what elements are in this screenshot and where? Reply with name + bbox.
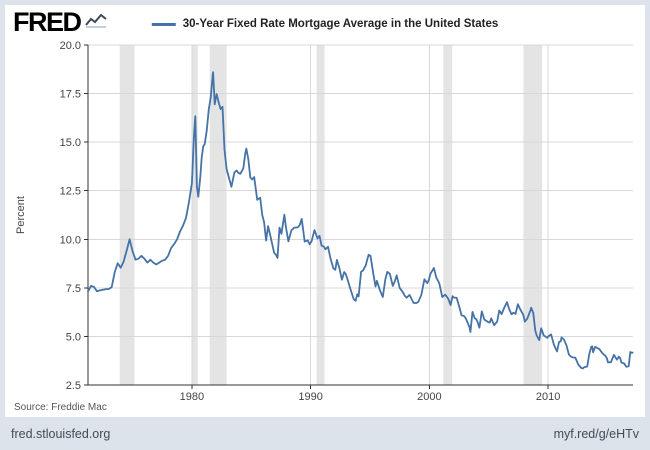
series-line <box>87 71 634 370</box>
plot-area[interactable]: 2.5 5.0 7.5 10.0 12.5 15.0 17.5 20.0 1980 1990 200… <box>5 5 645 417</box>
y-tick-label: 2.5 <box>66 380 81 392</box>
fred-logo-text: FRED <box>13 7 82 37</box>
short-url-link[interactable]: myf.red/g/eHTv <box>553 426 639 441</box>
y-axis-title: Percent <box>15 196 27 234</box>
y-tick-label: 5.0 <box>66 331 81 343</box>
recession-band <box>119 45 135 385</box>
legend-line-swatch <box>151 22 176 26</box>
y-tick-label: 12.5 <box>60 186 81 198</box>
line-graph-icon <box>84 13 107 28</box>
recession-band <box>523 45 543 385</box>
recession-band <box>443 45 453 385</box>
y-tick-label: 20.0 <box>60 40 81 52</box>
chart-canvas: 2.5 5.0 7.5 10.0 12.5 15.0 17.5 20.0 1980 1990 200… <box>5 5 645 417</box>
y-tick-label: 17.5 <box>60 89 81 101</box>
x-tick-label: 2000 <box>417 391 441 403</box>
y-tick-label: 10.0 <box>60 234 81 246</box>
source-note: Source: Freddie Mac <box>14 402 107 413</box>
legend: 30-Year Fixed Rate Mortgage Average in t… <box>151 18 499 30</box>
legend-label: 30-Year Fixed Rate Mortgage Average in t… <box>182 18 499 30</box>
y-tick-label: 15.0 <box>60 137 81 149</box>
recession-band <box>316 45 325 385</box>
fred-site-link[interactable]: fred.stlouisfed.org <box>11 426 111 441</box>
y-tick-label: 7.5 <box>66 283 81 295</box>
x-tick-label: 1980 <box>180 391 204 403</box>
fred-logo[interactable]: FRED <box>13 9 108 36</box>
recession-band <box>191 45 198 385</box>
x-tick-label: 2010 <box>536 391 560 403</box>
recession-band <box>209 45 227 385</box>
footer-bar: fred.stlouisfed.org myf.red/g/eHTv <box>0 417 650 450</box>
x-tick-label: 1990 <box>298 391 322 403</box>
